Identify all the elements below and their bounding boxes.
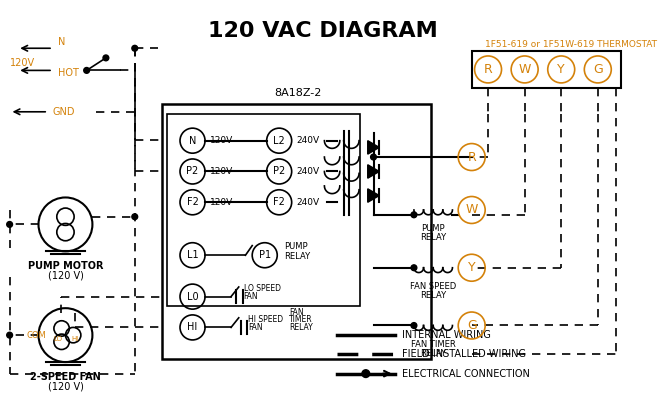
Text: TIMER: TIMER — [289, 315, 312, 324]
Text: 8A18Z-2: 8A18Z-2 — [275, 88, 322, 98]
Text: HI: HI — [188, 323, 198, 332]
Text: 120V: 120V — [210, 167, 233, 176]
Text: R: R — [467, 150, 476, 163]
Circle shape — [103, 55, 109, 61]
Circle shape — [84, 67, 90, 73]
Text: Y: Y — [557, 63, 565, 76]
Circle shape — [132, 45, 137, 51]
Circle shape — [7, 222, 13, 228]
Text: 120V: 120V — [9, 58, 35, 68]
Text: W: W — [466, 204, 478, 217]
Text: P2: P2 — [186, 166, 198, 176]
Circle shape — [411, 323, 417, 328]
Text: FAN: FAN — [244, 292, 258, 301]
Text: FIELD INSTALLED WIRING: FIELD INSTALLED WIRING — [403, 349, 527, 360]
Circle shape — [371, 154, 377, 160]
Circle shape — [7, 332, 13, 338]
Text: 1F51-619 or 1F51W-619 THERMOSTAT: 1F51-619 or 1F51W-619 THERMOSTAT — [485, 40, 657, 49]
Text: FAN TIMER: FAN TIMER — [411, 340, 456, 349]
Text: RELAY: RELAY — [289, 323, 312, 332]
Circle shape — [362, 370, 370, 378]
Text: Y: Y — [468, 261, 476, 274]
Text: 120V: 120V — [210, 198, 233, 207]
Text: PUMP: PUMP — [284, 242, 308, 251]
Text: RELAY: RELAY — [420, 291, 446, 300]
Text: 240V: 240V — [297, 136, 320, 145]
Text: W: W — [519, 63, 531, 76]
Text: G: G — [593, 63, 603, 76]
Text: INTERNAL WIRING: INTERNAL WIRING — [403, 330, 491, 340]
Text: PUMP MOTOR: PUMP MOTOR — [27, 261, 103, 271]
Text: 240V: 240V — [297, 167, 320, 176]
Text: 2-SPEED FAN: 2-SPEED FAN — [30, 372, 100, 382]
Bar — [472, 51, 621, 88]
Text: F2: F2 — [186, 197, 198, 207]
Text: HI: HI — [72, 336, 78, 342]
Text: L0: L0 — [187, 292, 198, 302]
Text: (120 V): (120 V) — [48, 271, 83, 281]
Text: N: N — [58, 37, 65, 47]
Text: 240V: 240V — [297, 198, 320, 207]
Text: PUMP: PUMP — [421, 225, 445, 233]
Bar — [168, 114, 360, 306]
Text: P2: P2 — [273, 166, 285, 176]
Text: COM: COM — [26, 331, 46, 340]
Text: FAN SPEED: FAN SPEED — [410, 282, 456, 291]
Text: HI SPEED: HI SPEED — [249, 315, 283, 324]
Text: RELAY: RELAY — [420, 349, 446, 357]
Text: (120 V): (120 V) — [48, 381, 83, 391]
Text: FAN: FAN — [249, 323, 263, 332]
Text: HOT: HOT — [58, 68, 78, 78]
Bar — [161, 104, 431, 359]
Text: 120V: 120V — [210, 136, 233, 145]
Circle shape — [411, 212, 417, 218]
Text: FAN: FAN — [289, 308, 304, 316]
Text: LO: LO — [53, 336, 62, 342]
Text: 120 VAC DIAGRAM: 120 VAC DIAGRAM — [208, 21, 438, 41]
Text: L1: L1 — [187, 250, 198, 260]
Polygon shape — [368, 165, 379, 178]
Circle shape — [132, 214, 137, 220]
Text: GND: GND — [53, 107, 76, 117]
Text: P1: P1 — [259, 250, 271, 260]
Text: LO SPEED: LO SPEED — [244, 285, 281, 293]
Text: F2: F2 — [273, 197, 285, 207]
Text: RELAY: RELAY — [420, 233, 446, 242]
Text: N: N — [189, 136, 196, 146]
Text: R: R — [484, 63, 492, 76]
Polygon shape — [368, 189, 379, 202]
Text: ELECTRICAL CONNECTION: ELECTRICAL CONNECTION — [403, 369, 530, 379]
Text: G: G — [467, 319, 476, 332]
Text: RELAY: RELAY — [284, 252, 310, 261]
Text: L2: L2 — [273, 136, 285, 146]
Polygon shape — [368, 141, 379, 154]
Circle shape — [411, 265, 417, 271]
